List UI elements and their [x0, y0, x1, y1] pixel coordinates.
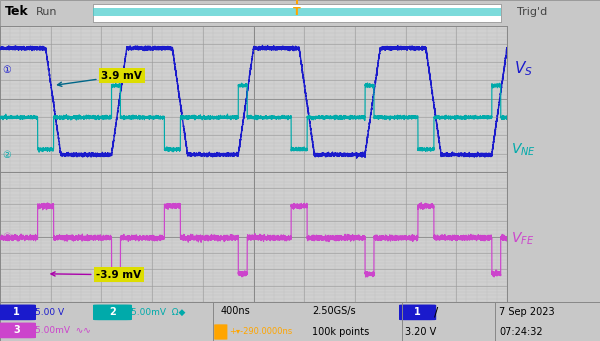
Text: 2.50GS/s: 2.50GS/s [312, 306, 356, 316]
Text: 07:24:32: 07:24:32 [499, 327, 543, 337]
Text: ②: ② [2, 150, 11, 160]
Bar [296, 0, 298, 4]
Text: 5.00mV  ∿∿: 5.00mV ∿∿ [35, 326, 91, 335]
Text: $V_{FE}$: $V_{FE}$ [511, 231, 534, 247]
Text: 400ns: 400ns [221, 306, 251, 316]
Bar [93, 4, 501, 22]
Text: +▾-290.0000ns: +▾-290.0000ns [229, 327, 292, 337]
Text: 1: 1 [414, 307, 421, 317]
Text: ①: ① [2, 65, 11, 75]
FancyBboxPatch shape [93, 305, 132, 320]
Text: 5.00 V: 5.00 V [35, 308, 64, 317]
Text: /: / [434, 306, 439, 319]
FancyBboxPatch shape [214, 324, 227, 340]
Text: $V_{NE}$: $V_{NE}$ [511, 142, 535, 158]
Text: ③: ③ [2, 232, 11, 242]
Text: 3: 3 [13, 325, 20, 336]
Text: T: T [293, 6, 301, 16]
Text: Run: Run [36, 6, 58, 16]
Text: -3.9 mV: -3.9 mV [51, 270, 142, 280]
Text: Tek: Tek [5, 5, 29, 18]
Text: Trig'd: Trig'd [517, 6, 547, 16]
Text: 3.9 mV: 3.9 mV [58, 71, 142, 86]
Text: 7 Sep 2023: 7 Sep 2023 [499, 307, 555, 317]
Text: 5.00mV  Ω◆: 5.00mV Ω◆ [131, 308, 185, 317]
Text: 3.20 V: 3.20 V [405, 327, 436, 337]
Text: 100k points: 100k points [312, 327, 369, 337]
Text: $V_S$: $V_S$ [514, 59, 532, 77]
Text: 1: 1 [13, 307, 20, 317]
Bar [93, 8, 501, 16]
Text: 2: 2 [109, 307, 116, 317]
FancyBboxPatch shape [0, 323, 36, 338]
FancyBboxPatch shape [399, 305, 436, 320]
FancyBboxPatch shape [0, 305, 36, 320]
